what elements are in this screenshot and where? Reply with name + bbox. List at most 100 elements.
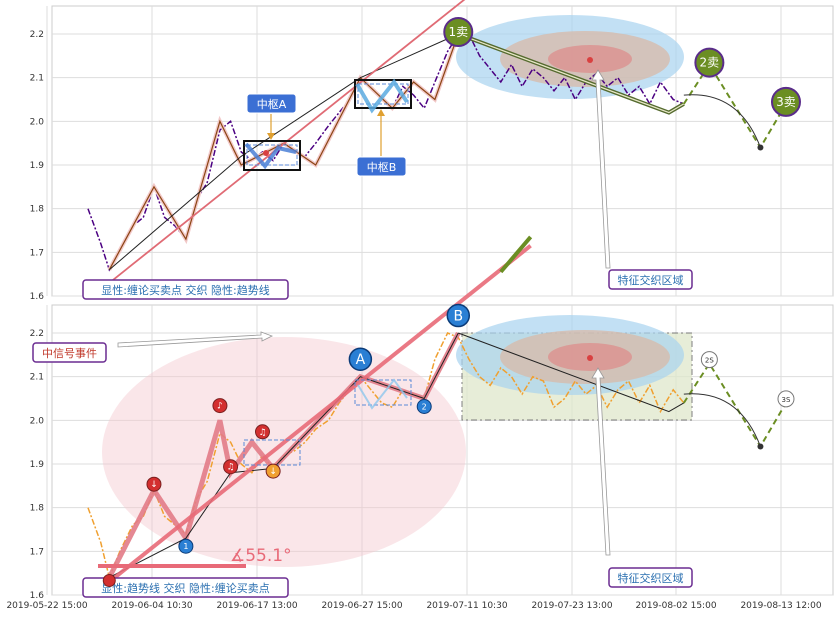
event-callout: 中信号事件	[32, 331, 274, 363]
bottom-y-ticks: 1.6 1.7 1.8 1.9 2.0 2.1 2.2	[30, 329, 45, 601]
bottom-feature-box	[608, 567, 693, 588]
sell-signal-1	[443, 17, 474, 47]
series-0-segment-black	[108, 33, 459, 271]
y-tick-label-1-4: 2.0	[30, 416, 45, 426]
sell-signal-label-3: 3卖	[776, 95, 796, 109]
forecast-end-dot-1	[757, 443, 764, 450]
stroke-marker-label-B: B	[453, 309, 463, 325]
top-feature-text: 特征交织区域	[618, 273, 684, 287]
bottom-panel: 1.6 1.7 1.8 1.9 2.0 2.1 2.2 中信号事件 ∡55.1°	[30, 235, 834, 601]
bottom-legend: 显性:趋势线 交织 隐性:缠论买卖点	[82, 577, 289, 598]
event-signal-glyph-3: ♫	[227, 463, 235, 473]
series-0-trend-red	[108, 0, 466, 284]
pivot-b-inner	[357, 83, 409, 105]
callout-pivot-b-label: 中枢B	[367, 160, 397, 174]
callout-pivot-b-box	[356, 156, 407, 177]
sell-signal-2	[694, 47, 725, 78]
series-0-forecast-dashed	[682, 62, 787, 150]
x-tick-label-3: 2019-06-27 15:00	[321, 601, 402, 611]
series-1-feature-black	[458, 332, 685, 413]
pivot-a-dot	[263, 150, 269, 156]
buy-marker-label-2: 2	[422, 403, 427, 412]
bottom-markers: 1 2 A B 2S 3S ↓ ♪ ♫ ♫ ↓	[102, 303, 795, 588]
y-tick-label-1-3: 1.9	[30, 460, 45, 470]
event-signal-4	[254, 424, 270, 440]
sell-marker-3S	[777, 390, 795, 408]
y-tick-label-0-3: 1.9	[30, 161, 45, 171]
top-pivot-b	[354, 78, 412, 114]
angle-annotation: ∡55.1°	[98, 546, 292, 568]
sell-marker-2S	[700, 351, 718, 369]
forecast-end-dot-0	[757, 144, 764, 151]
x-tick-label-4: 2019-07-11 10:30	[426, 601, 507, 611]
y-tick-label-1-1: 1.7	[30, 547, 44, 557]
event-text: 中信号事件	[42, 347, 97, 360]
event-arrow	[117, 331, 274, 348]
trend-extension-1	[499, 235, 533, 274]
y-tick-label-1-2: 1.8	[30, 504, 45, 514]
bottom-event-zone	[102, 337, 466, 567]
callout-pivot-b-arrowhead	[377, 109, 385, 116]
callout-pivot-a: 中枢A	[246, 93, 297, 140]
series-0-feature-green	[458, 33, 685, 114]
sell-marker-label-2S: 2S	[705, 357, 714, 365]
bottom-feature-text: 特征交织区域	[618, 571, 684, 585]
forecast-arc-0	[683, 94, 761, 148]
y-tick-label-1-0: 1.6	[30, 591, 45, 601]
callout-pivot-a-box	[246, 93, 297, 114]
sell-signal-label-1: 1卖	[448, 25, 468, 39]
top-legend: 显性:缠论买卖点 交织 隐性:趋势线	[82, 279, 289, 300]
sell-marker-label-3S: 3S	[782, 396, 791, 404]
stroke-marker-A	[348, 347, 373, 371]
x-tick-label-2: 2019-06-17 13:00	[216, 601, 297, 611]
angle-text: ∡55.1°	[230, 546, 292, 566]
event-signal-glyph-5: ↓	[269, 467, 277, 477]
bottom-feature-arrow	[591, 367, 611, 556]
top-zone-center	[587, 57, 593, 63]
y-tick-label-0-4: 2.0	[30, 117, 45, 127]
buy-marker-1	[178, 538, 194, 554]
top-feature-box	[608, 269, 693, 290]
top-pivot-a	[243, 140, 301, 171]
top-feature-arrow	[591, 69, 611, 269]
pivot-a-inner	[246, 144, 298, 166]
callout-pivot-a-arrowhead	[267, 133, 275, 140]
series-1-trend-pink	[108, 244, 532, 584]
top-feature-zone	[456, 15, 684, 99]
top-panel: 1.6 1.7 1.8 1.9 2.0 2.1 2.2 中枢A	[30, 0, 834, 302]
y-tick-label-1-5: 2.1	[30, 373, 44, 383]
event-signal-2	[212, 398, 228, 414]
top-feature-label: 特征交织区域	[591, 69, 693, 290]
x-tick-label-7: 2019-08-13 12:00	[740, 601, 821, 611]
x-axis-ticks: 2019-05-22 15:00 2019-06-04 10:30 2019-06-…	[6, 601, 821, 611]
callout-pivot-a-label: 中枢A	[257, 97, 287, 111]
buy-marker-2	[416, 399, 432, 414]
event-signal-5	[265, 463, 281, 479]
bottom-pivot-b-stroke	[357, 378, 408, 410]
event-signal-glyph-4: ♫	[258, 428, 266, 438]
sell-signal-label-2: 2卖	[700, 56, 720, 70]
x-tick-label-1: 2019-06-04 10:30	[111, 601, 192, 611]
x-tick-label-6: 2019-08-02 15:00	[635, 601, 716, 611]
event-box	[32, 342, 107, 363]
top-signals: 1卖 2卖 3卖	[443, 17, 801, 117]
top-legend-box	[82, 279, 289, 300]
callout-pivot-b: 中枢B	[356, 109, 407, 177]
bottom-feature-label: 特征交织区域	[591, 367, 693, 588]
top-legend-text: 显性:缠论买卖点 交织 隐性:趋势线	[101, 283, 269, 297]
series-1-forecast-dashed	[682, 361, 787, 449]
pivot-a-box	[243, 140, 301, 171]
stroke-marker-B	[446, 303, 471, 328]
sell-signal-3	[770, 86, 801, 117]
stroke-marker-label-A: A	[356, 352, 366, 368]
bottom-legend-box	[82, 577, 289, 598]
bottom-pivot-b	[354, 379, 412, 406]
y-tick-label-0-1: 1.7	[30, 248, 44, 258]
top-y-ticks: 1.6 1.7 1.8 1.9 2.0 2.1 2.2	[30, 30, 45, 302]
start-marker	[102, 574, 116, 588]
y-tick-label-0-5: 2.1	[30, 74, 44, 84]
event-signal-glyph-2: ♪	[217, 402, 223, 412]
y-tick-label-1-6: 2.2	[30, 329, 44, 339]
pivot-a-stroke	[244, 142, 297, 170]
